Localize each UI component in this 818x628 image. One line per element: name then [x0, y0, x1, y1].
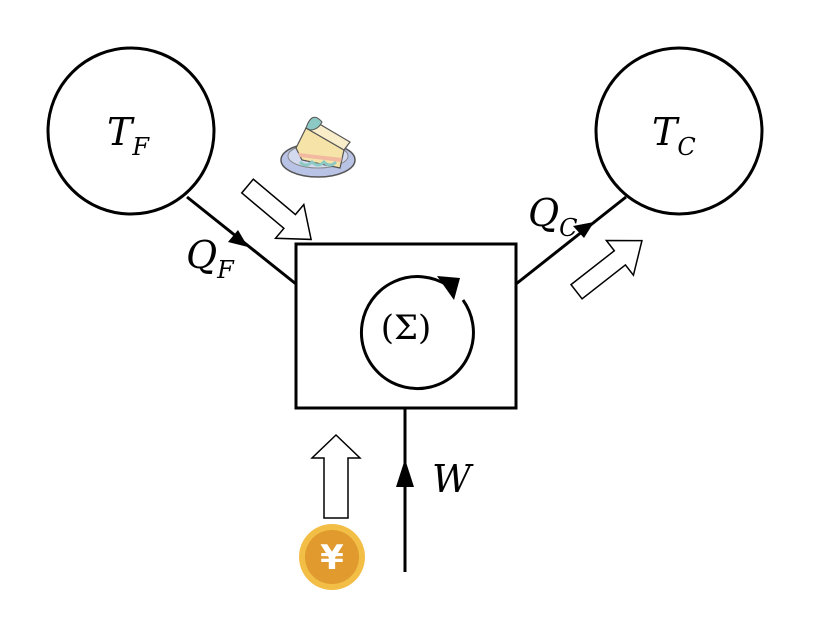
- coin-face: [305, 530, 359, 584]
- heat-out-connector: [515, 195, 627, 286]
- heat-in-label: QF: [186, 233, 235, 284]
- system-label: (Σ): [381, 308, 432, 348]
- heat-out-arrowhead: [573, 222, 594, 238]
- yen-coin-icon: ¥: [299, 524, 365, 590]
- coin-symbol: ¥: [320, 538, 344, 578]
- work-connector: W: [396, 408, 474, 572]
- hot-reservoir-label: TF: [107, 110, 150, 161]
- heat-in-arrowhead: [228, 230, 248, 247]
- hot-reservoir-circle: [46, 46, 216, 216]
- heat-out-label: QC: [528, 191, 578, 242]
- heat-out-line: [515, 195, 627, 286]
- cold-reservoir-circle: [594, 46, 764, 216]
- cold-reservoir-label: TC: [652, 110, 696, 161]
- work-hollow-arrow: [310, 433, 362, 519]
- system-box: (Σ): [294, 242, 518, 410]
- heat-in-hollow-arrow: [240, 178, 313, 241]
- cake-icon: [280, 116, 356, 178]
- cold-reservoir: TC: [594, 46, 764, 216]
- hot-reservoir: TF: [46, 46, 216, 216]
- work-label: W: [432, 457, 474, 501]
- heat-out-hollow-arrow: [569, 239, 643, 300]
- system-rectangle: [294, 242, 518, 410]
- heat-in-connector: [186, 195, 297, 286]
- work-arrowhead: [396, 459, 414, 487]
- cycle-arc: [359, 275, 475, 391]
- cycle-arrowhead: [437, 276, 460, 300]
